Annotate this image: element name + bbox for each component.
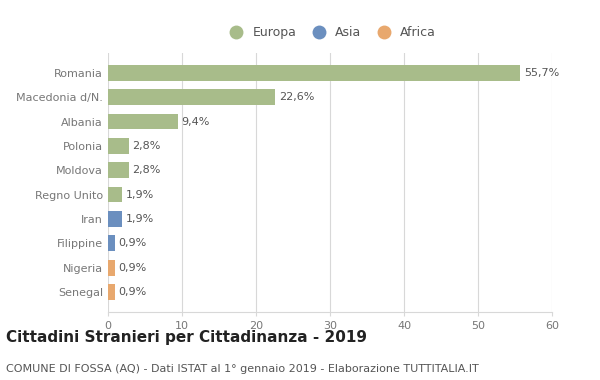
Text: 0,9%: 0,9%: [118, 287, 146, 297]
Bar: [108, 284, 115, 300]
Text: Cittadini Stranieri per Cittadinanza - 2019: Cittadini Stranieri per Cittadinanza - 2…: [6, 330, 367, 345]
Bar: [108, 260, 115, 276]
Bar: [108, 114, 178, 130]
Text: 0,9%: 0,9%: [118, 263, 146, 272]
Bar: [108, 211, 122, 227]
Text: 2,8%: 2,8%: [133, 165, 161, 175]
Bar: [108, 89, 275, 105]
Text: 1,9%: 1,9%: [126, 190, 154, 200]
Text: 1,9%: 1,9%: [126, 214, 154, 224]
Bar: [108, 187, 122, 203]
Bar: [108, 138, 129, 154]
Text: 9,4%: 9,4%: [181, 117, 209, 127]
Text: 22,6%: 22,6%: [279, 92, 314, 102]
Text: 55,7%: 55,7%: [524, 68, 559, 78]
Legend: Europa, Asia, Africa: Europa, Asia, Africa: [221, 24, 439, 42]
Bar: [108, 65, 520, 81]
Text: 0,9%: 0,9%: [118, 238, 146, 248]
Text: COMUNE DI FOSSA (AQ) - Dati ISTAT al 1° gennaio 2019 - Elaborazione TUTTITALIA.I: COMUNE DI FOSSA (AQ) - Dati ISTAT al 1° …: [6, 364, 479, 374]
Text: 2,8%: 2,8%: [133, 141, 161, 151]
Bar: [108, 235, 115, 251]
Bar: [108, 162, 129, 178]
